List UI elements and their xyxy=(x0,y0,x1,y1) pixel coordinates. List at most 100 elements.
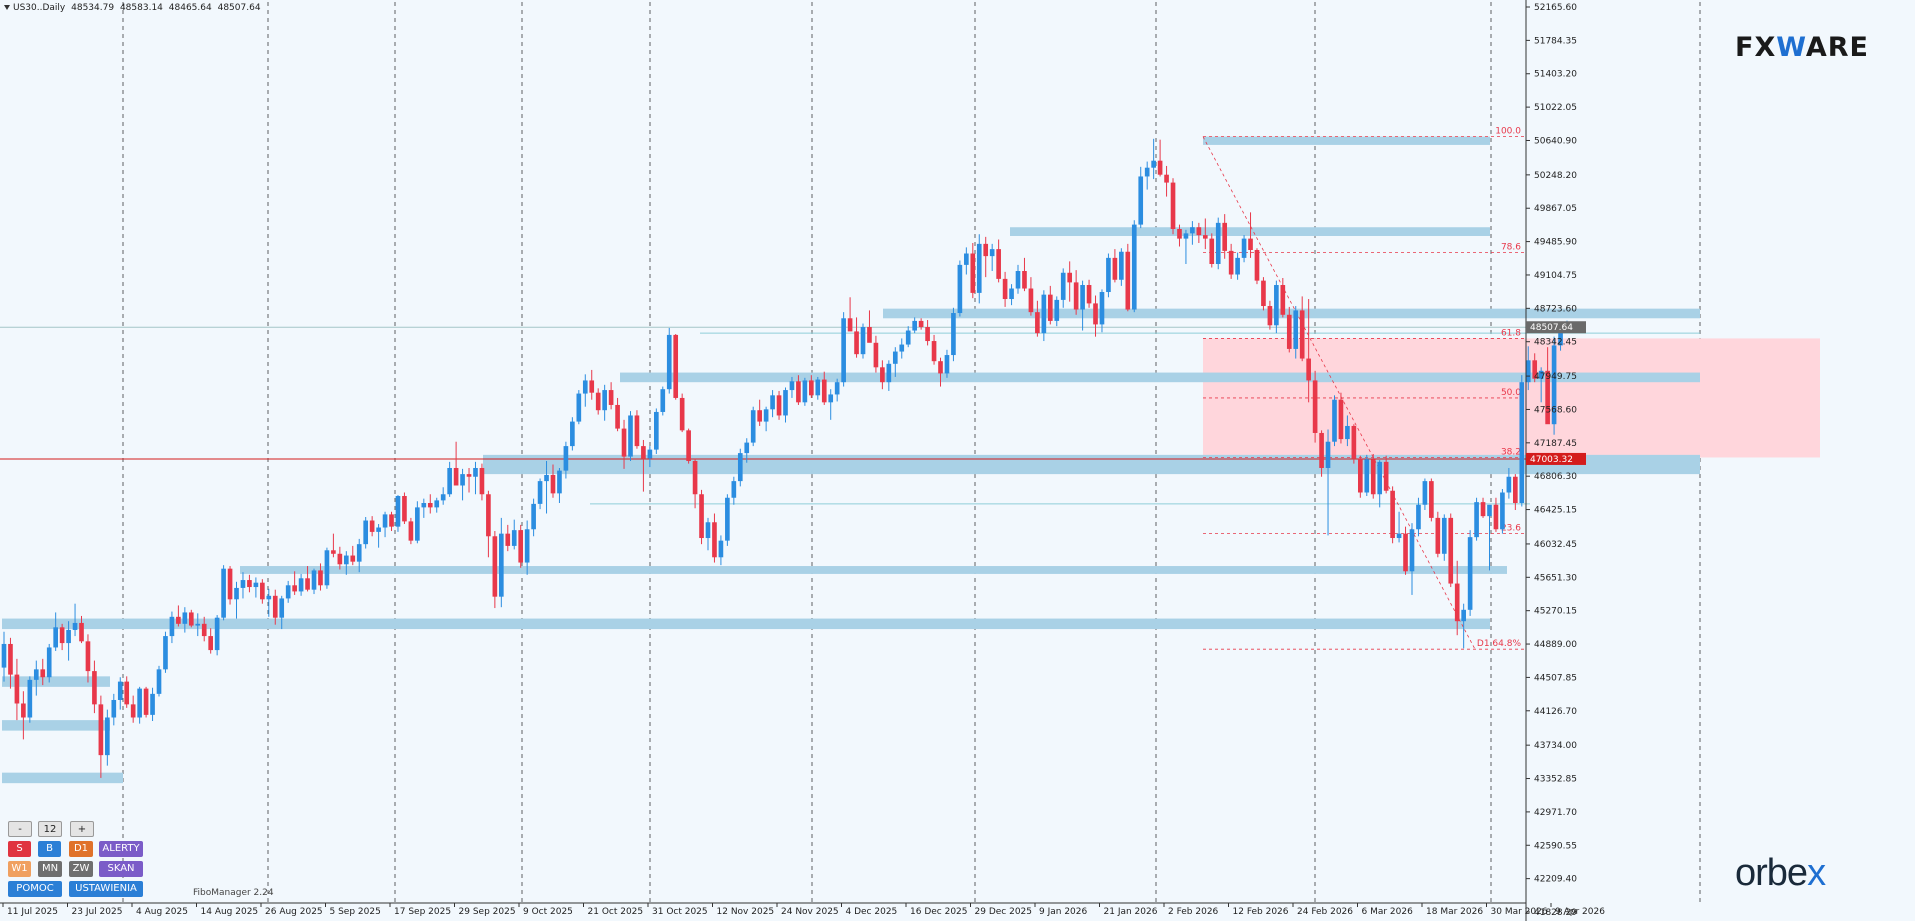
candle-body xyxy=(1028,288,1034,313)
candle-body xyxy=(440,494,446,501)
candle-body xyxy=(615,404,620,429)
candle-body xyxy=(137,688,142,718)
candle-body xyxy=(1396,533,1402,539)
fib-level-label: D1 64.8% xyxy=(1477,639,1522,649)
candle-body xyxy=(331,550,336,554)
candle-body xyxy=(498,533,504,597)
time-tick-label: 2 Feb 2026 xyxy=(1168,907,1219,917)
candle-body xyxy=(98,704,104,756)
candle-body xyxy=(46,647,52,678)
candle-body xyxy=(705,522,711,539)
help-button[interactable]: POMOC xyxy=(8,881,62,897)
candle-body xyxy=(725,497,730,541)
candle-body xyxy=(1493,504,1499,530)
candle-body xyxy=(918,320,924,328)
candle-body xyxy=(1125,251,1131,310)
candle-body xyxy=(1261,280,1266,307)
candle-body xyxy=(1093,303,1098,325)
candle-body xyxy=(8,643,13,675)
candle-body xyxy=(382,514,388,528)
candle-body xyxy=(841,318,846,383)
timeframe-d1-button[interactable]: D1 xyxy=(69,841,93,857)
candle-body xyxy=(130,704,136,718)
timeframe-mn-button[interactable]: MN xyxy=(38,861,62,877)
candle-body xyxy=(912,320,917,331)
increase-button[interactable]: + xyxy=(70,821,94,837)
candle-body xyxy=(1280,285,1286,315)
candle-body xyxy=(427,503,433,508)
candle-body xyxy=(318,570,323,586)
support-resistance-zone xyxy=(2,618,1490,630)
candle-body xyxy=(673,334,679,398)
price-tick-label: 45651.30 xyxy=(1534,573,1577,583)
candle-body xyxy=(1532,360,1538,379)
candle-body xyxy=(880,367,885,383)
candle-body xyxy=(143,688,149,715)
price-tick-label: 48342.45 xyxy=(1534,338,1577,348)
candle-body xyxy=(1112,257,1118,280)
candle-body xyxy=(1099,292,1105,325)
support-resistance-zone xyxy=(240,566,1507,574)
time-tick-label: 16 Dec 2025 xyxy=(910,907,968,917)
candle-body xyxy=(621,428,627,457)
candle-body xyxy=(821,379,827,403)
buy-button[interactable]: B xyxy=(38,841,61,857)
candle-body xyxy=(744,442,750,454)
alerts-button[interactable]: ALERTY xyxy=(99,841,143,857)
candle-body xyxy=(1448,517,1454,584)
candle-body xyxy=(324,550,330,586)
candle-body xyxy=(105,717,110,756)
candle-body xyxy=(1177,228,1182,239)
candle-body xyxy=(692,460,698,495)
candle-body xyxy=(59,627,65,644)
fib-level-label: 50.0 xyxy=(1501,388,1521,398)
candle-body xyxy=(1202,235,1208,239)
indicator-label: FiboManager 2.24 xyxy=(193,888,274,898)
period-input[interactable]: 12 xyxy=(38,821,62,837)
candle-body xyxy=(369,520,375,532)
scan-button[interactable]: SKAN xyxy=(99,861,143,877)
time-tick-label: 4 Aug 2025 xyxy=(136,907,188,917)
candle-body xyxy=(660,389,666,412)
settings-button[interactable]: USTAWIENIA xyxy=(69,881,143,897)
candle-body xyxy=(1429,481,1434,518)
time-tick-label: 6 Mar 2026 xyxy=(1362,907,1414,917)
price-tick-label: 49485.90 xyxy=(1534,238,1577,248)
chevron-down-icon[interactable] xyxy=(4,5,10,10)
candle-body xyxy=(1312,380,1318,433)
candle-body xyxy=(1196,227,1202,236)
zw-button[interactable]: ZW xyxy=(69,861,93,877)
candle-body xyxy=(905,330,911,345)
candle-body xyxy=(285,585,291,599)
candle-body xyxy=(1558,331,1563,346)
candle-body xyxy=(447,467,452,495)
price-tick-label: 44889.00 xyxy=(1534,640,1577,650)
time-tick-label: 24 Feb 2026 xyxy=(1297,907,1353,917)
candle-body xyxy=(647,449,653,459)
sell-button[interactable]: S xyxy=(8,841,31,857)
candle-body xyxy=(886,363,892,383)
time-tick-label: 23 Jul 2025 xyxy=(72,907,123,917)
candle-body xyxy=(402,496,407,522)
candle-body xyxy=(421,503,427,508)
fib-level-label: 61.8 xyxy=(1501,328,1521,338)
price-tick-label: 42590.55 xyxy=(1534,841,1577,851)
candle-body xyxy=(576,393,582,422)
candle-body xyxy=(1357,458,1363,493)
candle-body xyxy=(789,381,795,391)
candle-body xyxy=(1241,238,1247,258)
candle-body xyxy=(951,313,956,356)
candle-body xyxy=(1403,533,1408,572)
timeframe-w1-button[interactable]: W1 xyxy=(8,861,31,877)
candle-body xyxy=(712,522,717,558)
candle-body xyxy=(201,623,207,637)
time-tick-label: 24 Nov 2025 xyxy=(781,907,839,917)
candle-body xyxy=(602,390,607,411)
ohlc-low: 48465.64 xyxy=(168,3,212,13)
price-tick-label: 48723.60 xyxy=(1534,304,1577,314)
candle-body xyxy=(1519,382,1525,504)
decrease-button[interactable]: - xyxy=(8,821,32,837)
candle-body xyxy=(867,327,872,343)
